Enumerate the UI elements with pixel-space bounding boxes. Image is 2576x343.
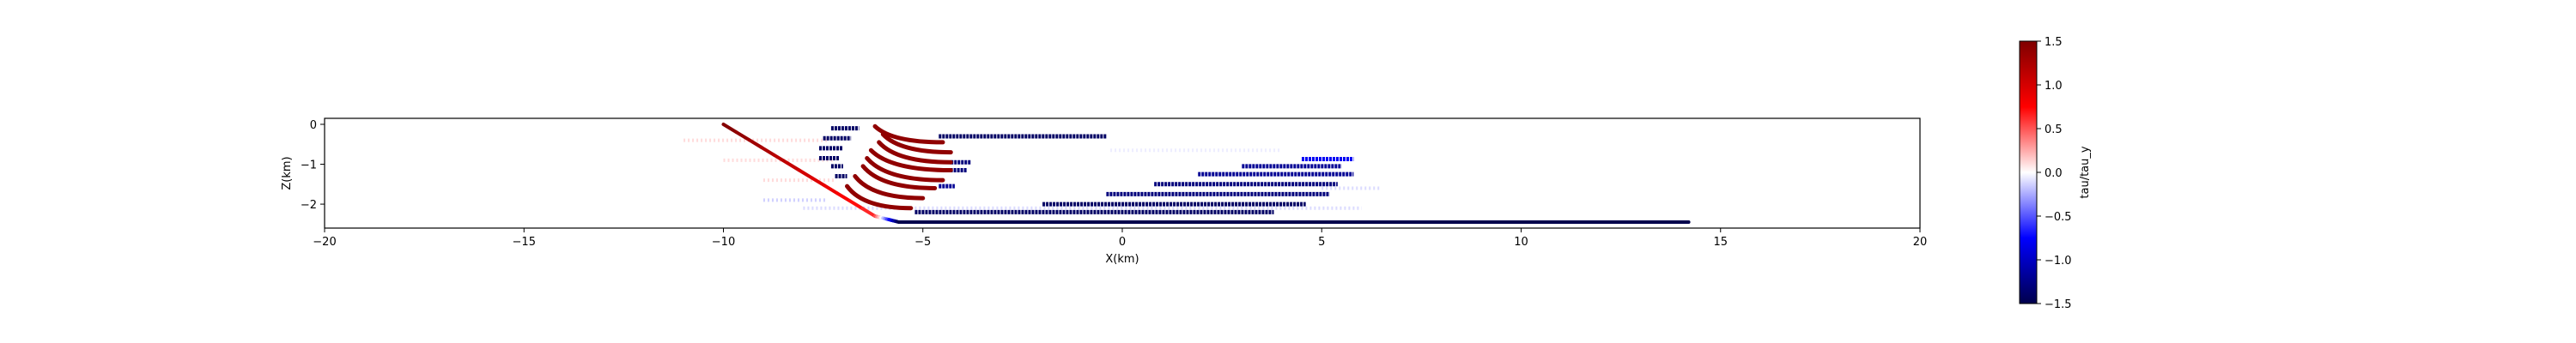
- stress-arc-4: [865, 156, 945, 183]
- x-tick-label: 10: [1514, 236, 1528, 249]
- colorbar-tick-label: 1.5: [2044, 36, 2063, 49]
- arc-layer: [844, 123, 953, 211]
- x-tick-label: 5: [1318, 236, 1325, 249]
- x-axis-label: X(km): [1105, 253, 1139, 266]
- x-tick-label: −15: [513, 236, 536, 249]
- fault-segment: [860, 207, 878, 219]
- colorbar-ticks: 1.5 1.0 0.5 0.0 −0.5 −1.0 −1.5: [2037, 36, 2072, 311]
- colorbar-tick-label: 1.0: [2044, 80, 2063, 93]
- colorbar-tick-label: −0.5: [2044, 211, 2072, 224]
- colorbar-gradient: [2019, 40, 2038, 304]
- faint-layer: [683, 138, 1382, 210]
- fault-layer: [721, 122, 1691, 225]
- x-tick-label: 15: [1713, 236, 1728, 249]
- stress-arc-1: [880, 132, 953, 155]
- fault-segment: [772, 153, 789, 165]
- y-axis-label: Z(km): [281, 156, 294, 190]
- fault-segment: [823, 184, 839, 196]
- colorbar-tick-label: 0.5: [2044, 123, 2063, 136]
- stress-arc-2: [877, 140, 953, 165]
- fault-segment: [785, 160, 801, 172]
- fault-segment: [797, 168, 814, 180]
- stress-arc-6: [853, 173, 926, 201]
- stress-arc-3: [868, 147, 953, 173]
- x-axis-ticks: −20 −15 −10 −5 0 5 10 15 20: [313, 228, 1927, 249]
- fault-segment: [835, 191, 852, 203]
- x-tick-label: −10: [712, 236, 735, 249]
- y-tick-label: −2: [301, 199, 317, 212]
- stress-arc-7: [844, 184, 914, 211]
- colorbar-label: tau/tau_y: [2079, 146, 2092, 198]
- colorbar-tick-label: −1.0: [2044, 255, 2072, 268]
- colorbar-tick-label: 0.0: [2044, 167, 2063, 180]
- fault-segment: [721, 122, 738, 134]
- y-tick-label: 0: [310, 119, 317, 132]
- x-tick-label: 20: [1913, 236, 1928, 249]
- x-tick-label: −5: [914, 236, 931, 249]
- plot-area: −20 −15 −10 −5 0 5 10 15 20 0 −1 −2 X(km) Z(km): [281, 117, 1927, 266]
- x-tick-label: 0: [1119, 236, 1126, 249]
- fault-segment: [810, 176, 827, 188]
- y-axis-ticks: 0 −1 −2: [301, 119, 325, 212]
- fault-segment: [759, 145, 776, 157]
- x-tick-label: −20: [313, 236, 336, 249]
- colorbar-tick-label: −1.5: [2044, 298, 2072, 311]
- colorbar: 1.5 1.0 0.5 0.0 −0.5 −1.0 −1.5 tau/tau_y: [2019, 36, 2092, 311]
- fault-segment: [848, 199, 865, 211]
- stress-arc-5: [860, 164, 938, 190]
- y-tick-label: −1: [301, 159, 317, 172]
- band-layer: [818, 126, 1354, 214]
- stress-arc-0: [872, 123, 945, 145]
- fault-segment: [734, 129, 750, 141]
- fault-segment: [746, 137, 763, 149]
